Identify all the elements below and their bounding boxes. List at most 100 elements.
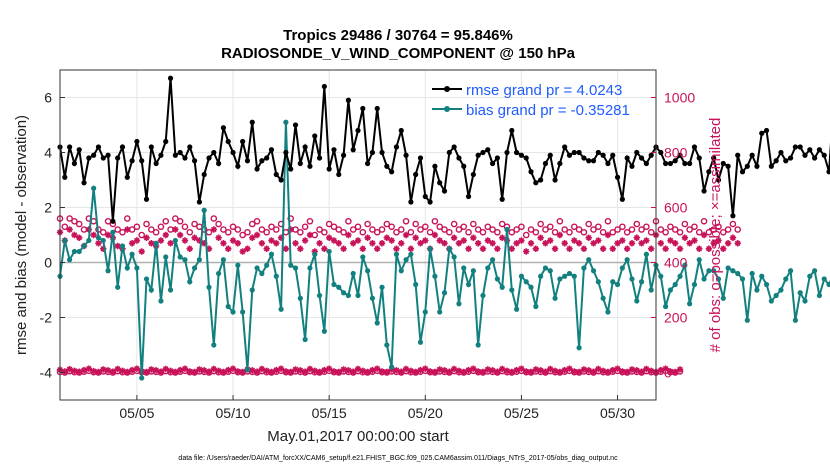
bias-point <box>134 265 140 271</box>
assimilated-obs-marker <box>277 234 285 241</box>
bias-point <box>557 276 563 282</box>
bias-point <box>86 237 92 244</box>
assimilated-obs-marker <box>422 237 429 244</box>
possible-obs-marker <box>508 228 516 236</box>
y-right-tick-label: 200 <box>664 310 688 326</box>
bias-point <box>514 306 520 312</box>
possible-obs-marker <box>287 215 295 222</box>
possible-obs-marker <box>191 220 198 228</box>
rmse-point <box>528 169 534 175</box>
assimilated-obs-marker <box>542 368 549 375</box>
rmse-point <box>749 152 755 158</box>
possible-obs-marker <box>176 217 184 225</box>
bias-point <box>643 251 649 257</box>
possible-obs-marker <box>335 226 343 233</box>
bias-point <box>610 279 616 285</box>
bias-point <box>292 265 299 271</box>
legend-rmse-marker <box>444 86 450 92</box>
possible-obs-marker <box>561 226 568 233</box>
possible-obs-marker <box>484 223 492 231</box>
assimilated-obs-marker <box>647 367 655 375</box>
rmse-point <box>590 158 597 164</box>
assimilated-obs-marker <box>566 365 573 372</box>
legend-bias-marker <box>444 106 450 112</box>
rmse-point <box>691 144 698 150</box>
assimilated-obs-marker <box>282 368 290 375</box>
possible-obs-marker <box>138 231 146 239</box>
rmse-point <box>91 152 97 158</box>
assimilated-obs-marker <box>258 240 266 247</box>
assimilated-obs-marker <box>647 245 655 252</box>
y-right-tick-label: 800 <box>664 145 688 161</box>
assimilated-obs-marker <box>523 248 530 255</box>
bias-point <box>139 375 145 381</box>
bias-point <box>547 268 553 274</box>
rmse-point <box>302 144 308 150</box>
bias-point <box>739 276 746 282</box>
rmse-point <box>614 174 621 180</box>
assimilated-obs-marker <box>181 365 189 372</box>
bias-point <box>336 284 342 290</box>
assimilated-obs-marker <box>268 368 275 376</box>
assimilated-obs-marker <box>335 240 342 247</box>
assimilated-obs-marker <box>643 365 650 373</box>
bias-point <box>720 295 726 301</box>
bias-point <box>321 328 327 334</box>
bias-point <box>494 276 500 282</box>
possible-obs-marker <box>460 223 468 231</box>
bias-point <box>331 281 337 288</box>
bias-point <box>590 268 597 274</box>
possible-obs-marker <box>133 223 141 231</box>
possible-obs-marker <box>325 220 333 228</box>
assimilated-obs-marker <box>498 365 506 373</box>
rmse-point <box>119 144 126 150</box>
bias-point <box>345 292 351 299</box>
possible-obs-marker <box>388 223 395 231</box>
rmse-point <box>586 158 592 164</box>
assimilated-obs-marker <box>686 240 693 247</box>
assimilated-obs-marker <box>345 367 352 374</box>
possible-obs-marker <box>383 220 391 228</box>
assimilated-obs-marker <box>561 366 568 374</box>
rmse-point <box>81 180 87 186</box>
possible-obs-marker <box>546 223 554 231</box>
x-axis-label: May.01,2017 00:00:00 start <box>267 428 449 445</box>
assimilated-obs-marker <box>172 226 179 233</box>
rmse-point <box>667 160 674 167</box>
rmse-point <box>715 177 722 183</box>
bias-point <box>437 309 443 315</box>
bias-point <box>316 292 323 299</box>
assimilated-obs-marker <box>80 366 88 374</box>
bias-point <box>398 268 404 274</box>
bias-point <box>485 265 491 271</box>
assimilated-obs-marker <box>229 237 237 244</box>
assimilated-obs-marker <box>90 231 97 239</box>
bias-point <box>730 268 736 274</box>
assimilated-obs-marker <box>85 226 93 233</box>
bias-point <box>182 257 188 263</box>
assimilated-obs-marker <box>585 367 592 374</box>
bias-point <box>759 273 765 279</box>
possible-obs-marker <box>498 220 506 228</box>
bias-point <box>826 281 830 288</box>
assimilated-obs-marker <box>330 237 338 244</box>
rmse-point <box>696 155 702 161</box>
assimilated-obs-marker <box>619 237 626 244</box>
assimilated-obs-marker <box>542 240 549 247</box>
assimilated-obs-marker <box>244 245 251 252</box>
bias-point <box>355 292 361 299</box>
possible-obs-marker <box>647 228 655 236</box>
assimilated-obs-marker <box>301 237 309 244</box>
rmse-point <box>619 196 625 202</box>
bias-point <box>672 281 678 288</box>
rmse-point <box>759 130 765 136</box>
rmse-point <box>393 144 400 150</box>
bias-point <box>81 243 87 249</box>
rmse-point <box>826 169 830 175</box>
rmse-point <box>182 155 188 161</box>
bias-point <box>244 367 251 373</box>
possible-obs-marker <box>681 220 689 228</box>
bias-point <box>235 262 241 268</box>
possible-obs-marker <box>393 228 400 236</box>
bias-point <box>763 281 770 288</box>
